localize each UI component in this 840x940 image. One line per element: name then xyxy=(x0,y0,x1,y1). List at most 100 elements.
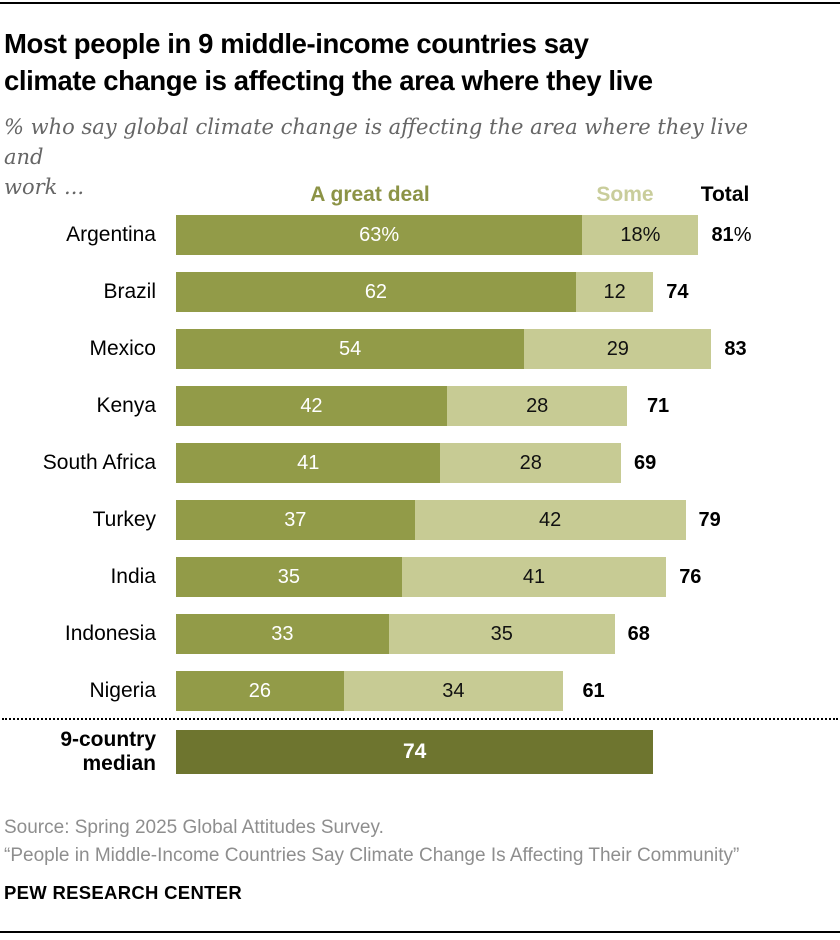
chart-title-line-2: climate change is affecting the area whe… xyxy=(4,65,653,96)
country-row: India 35 41 76 xyxy=(0,557,840,597)
total-label: 69 xyxy=(634,443,656,483)
total-number: 76 xyxy=(679,566,702,588)
source-quote: “People in Middle-Income Countries Say C… xyxy=(4,845,740,866)
bar-segment-some: 12 xyxy=(575,272,654,312)
total-number: 81 xyxy=(711,224,734,246)
bar-segment-a-great-deal: 37 xyxy=(176,500,415,540)
bar-track: 54 29 83 xyxy=(176,329,821,369)
country-row: Mexico 54 29 83 xyxy=(0,329,840,369)
segment-value-some: 41 xyxy=(522,565,546,588)
chart-subtitle-line-2: work ... xyxy=(4,175,85,199)
bar-track: 41 28 69 xyxy=(176,443,821,483)
segment-value-a-great-deal: 54 xyxy=(339,337,362,360)
chart-title: Most people in 9 middle-income countries… xyxy=(4,25,794,99)
segment-value-a-great-deal: 42 xyxy=(300,394,323,417)
legend: A great deal Some Total xyxy=(0,183,840,209)
bar-track: 37 42 79 xyxy=(176,500,821,540)
country-label: Kenya xyxy=(96,394,156,417)
bar-segment-a-great-deal: 62 xyxy=(176,272,576,312)
bar-segment-a-great-deal: 41 xyxy=(176,443,441,483)
legend-total: Total xyxy=(700,183,750,206)
country-row: South Africa 41 28 69 xyxy=(0,443,840,483)
country-label: Indonesia xyxy=(64,622,156,645)
bar-segment-a-great-deal: 33 xyxy=(176,614,389,654)
total-number: 83 xyxy=(724,338,747,360)
median-bar: 74 xyxy=(176,730,654,774)
country-row: Argentina 63% 18% 81% xyxy=(0,215,840,255)
median-track: 74 xyxy=(176,730,821,774)
median-row: 9-country median 74 xyxy=(0,728,840,776)
country-row: Indonesia 33 35 68 xyxy=(0,614,840,654)
bar-segment-a-great-deal: 35 xyxy=(176,557,402,597)
total-label: 61 xyxy=(582,671,604,711)
country-row: Nigeria 26 34 61 xyxy=(0,671,840,711)
source-line: Source: Spring 2025 Global Attitudes Sur… xyxy=(4,817,384,838)
median-value: 74 xyxy=(402,740,427,763)
total-number: 61 xyxy=(582,680,605,702)
top-rule xyxy=(0,2,840,4)
bar-track: 33 35 68 xyxy=(176,614,821,654)
bar-segment-a-great-deal: 42 xyxy=(176,386,447,426)
total-number: 74 xyxy=(666,281,689,303)
segment-value-some: 34 xyxy=(442,679,465,702)
chart-rows: Argentina 63% 18% 81% Brazil 62 12 xyxy=(0,215,840,711)
segment-value-a-great-deal: 63% xyxy=(359,223,400,246)
total-number: 71 xyxy=(646,395,670,417)
segment-value-some: 28 xyxy=(526,394,549,417)
brand-label: PEW RESEARCH CENTER xyxy=(4,882,242,903)
bar-segment-a-great-deal: 54 xyxy=(176,329,525,369)
bar-track: 26 34 61 xyxy=(176,671,821,711)
segment-value-a-great-deal: 33 xyxy=(271,622,294,645)
total-number: 79 xyxy=(698,509,721,531)
bar-track: 62 12 74 xyxy=(176,272,821,312)
total-label: 79 xyxy=(699,500,721,540)
bar-segment-some: 34 xyxy=(343,671,563,711)
country-label: Argentina xyxy=(66,223,156,246)
legend-some: Some xyxy=(596,183,654,206)
footer: Source: Spring 2025 Global Attitudes Sur… xyxy=(4,814,804,904)
bar-segment-some: 29 xyxy=(524,329,712,369)
segment-value-a-great-deal: 41 xyxy=(297,451,320,474)
total-label: 81% xyxy=(711,215,751,255)
total-number: 69 xyxy=(634,452,657,474)
bar-segment-some: 41 xyxy=(401,557,667,597)
bar-track: 35 41 76 xyxy=(176,557,821,597)
legend-a-great-deal: A great deal xyxy=(310,183,430,206)
segment-value-some: 18% xyxy=(620,223,661,246)
bar-segment-some: 35 xyxy=(388,614,615,654)
total-label: 68 xyxy=(628,614,650,654)
country-row: Brazil 62 12 74 xyxy=(0,272,840,312)
segment-value-some: 35 xyxy=(490,622,513,645)
total-label: 71 xyxy=(647,386,669,426)
segment-value-a-great-deal: 35 xyxy=(277,565,300,588)
median-label: 9-country median xyxy=(60,728,156,775)
bar-segment-some: 42 xyxy=(414,500,686,540)
segment-value-some: 29 xyxy=(606,337,629,360)
chart-subtitle: % who say global climate change is affec… xyxy=(4,112,764,202)
total-number: 68 xyxy=(627,623,650,645)
bar-segment-some: 18% xyxy=(582,215,699,255)
segment-value-some: 12 xyxy=(603,280,626,303)
bar-segment-a-great-deal: 63% xyxy=(176,215,583,255)
country-row: Kenya 42 28 71 xyxy=(0,386,840,426)
chart-subtitle-line-1: % who say global climate change is affec… xyxy=(4,115,749,169)
segment-value-a-great-deal: 37 xyxy=(284,508,307,531)
segment-value-some: 42 xyxy=(538,508,562,531)
bar-segment-some: 28 xyxy=(446,386,628,426)
bar-segment-a-great-deal: 26 xyxy=(176,671,344,711)
segment-value-some: 28 xyxy=(519,451,542,474)
bar-segment-some: 28 xyxy=(440,443,622,483)
country-row: Turkey 37 42 79 xyxy=(0,500,840,540)
bar-track: 42 28 71 xyxy=(176,386,821,426)
country-label: India xyxy=(110,565,156,588)
bottom-rule xyxy=(0,931,840,933)
segment-value-a-great-deal: 26 xyxy=(248,679,271,702)
country-label: Turkey xyxy=(92,508,156,531)
total-label: 74 xyxy=(666,272,688,312)
chart-title-line-1: Most people in 9 middle-income countries… xyxy=(4,28,589,59)
total-suffix: % xyxy=(733,224,752,246)
country-label: Nigeria xyxy=(89,679,156,702)
country-label: South Africa xyxy=(42,451,156,474)
segment-value-a-great-deal: 62 xyxy=(364,280,388,303)
